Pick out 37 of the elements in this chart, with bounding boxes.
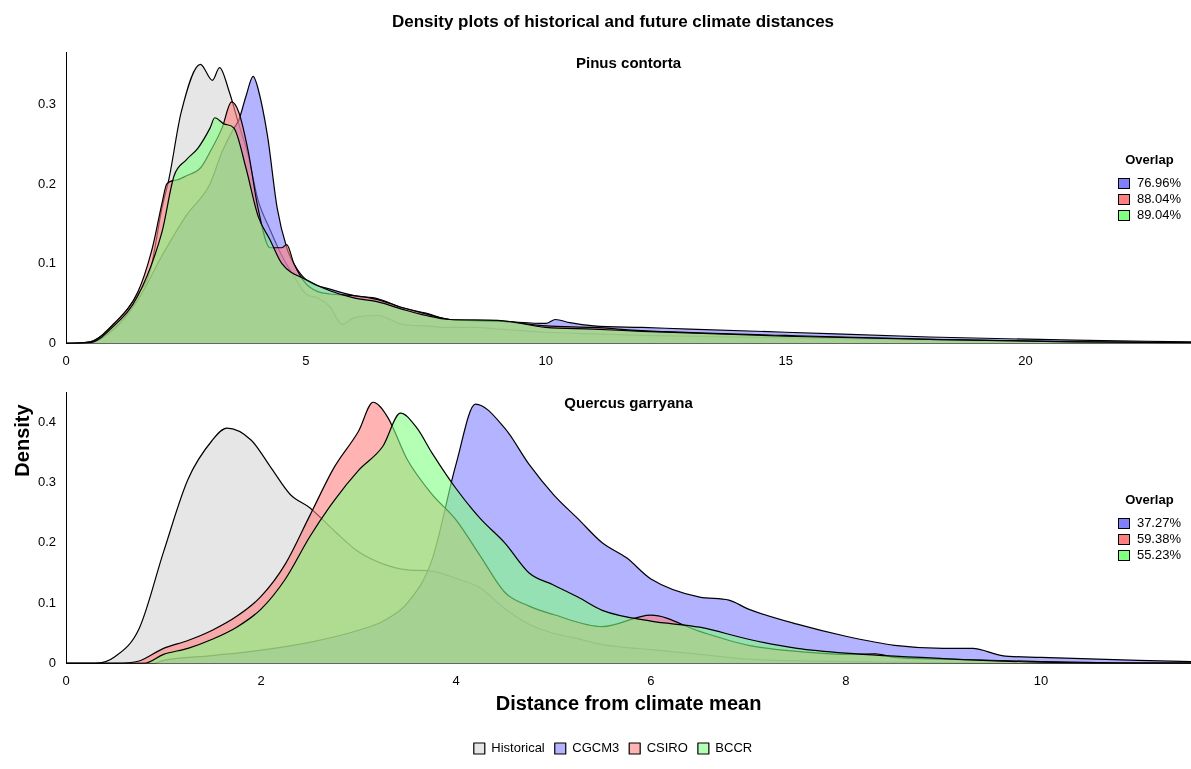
x-axis-title: Distance from climate mean xyxy=(495,691,762,714)
x-tick-label: 8 xyxy=(842,672,850,688)
x-tick-label: 5 xyxy=(302,352,310,368)
x-tick-label: 2 xyxy=(257,672,265,688)
annotation: 89.04% xyxy=(1136,207,1181,223)
annotation: 55.23% xyxy=(1136,547,1181,563)
legend-label: CSIRO xyxy=(646,740,688,756)
y-tick-label: 0.1 xyxy=(37,255,57,271)
y-tick-label: 0.3 xyxy=(37,95,57,111)
x-tick-label: 4 xyxy=(452,672,460,688)
legend-label: BCCR xyxy=(715,740,753,756)
y-axis-title: Density xyxy=(10,403,34,477)
y-tick-label: 0.2 xyxy=(37,534,57,550)
y-tick-label: 0 xyxy=(48,654,57,670)
x-tick-label: 10 xyxy=(538,352,554,368)
y-tick-label: 0.4 xyxy=(37,413,57,429)
chart-subtitle: Quercus garryana xyxy=(564,393,694,411)
x-tick-label: 15 xyxy=(778,352,793,368)
x-tick-label: 0 xyxy=(62,352,70,368)
x-tick-label: 0 xyxy=(62,672,70,688)
annotation: 59.38% xyxy=(1136,531,1181,547)
x-tick-label: 10 xyxy=(1033,672,1049,688)
legend-title: Overlap xyxy=(1124,492,1175,507)
annotation: 88.04% xyxy=(1136,191,1181,207)
legend-title: Overlap xyxy=(1124,152,1175,167)
y-tick-label: 0.2 xyxy=(37,175,57,191)
annotation: 37.27% xyxy=(1136,515,1181,531)
chart-title: Density plots of historical and future climate distances xyxy=(391,11,835,31)
y-tick-label: 0.3 xyxy=(37,474,57,490)
legend-label: Historical xyxy=(491,740,545,756)
y-tick-label: 0 xyxy=(48,334,57,350)
chart-subtitle: Pinus contorta xyxy=(576,54,682,72)
annotation: 76.96% xyxy=(1136,175,1181,191)
x-tick-label: 6 xyxy=(647,672,655,688)
y-tick-label: 0.1 xyxy=(37,594,57,610)
x-tick-label: 20 xyxy=(1018,352,1033,368)
legend-label: CGCM3 xyxy=(572,740,620,756)
